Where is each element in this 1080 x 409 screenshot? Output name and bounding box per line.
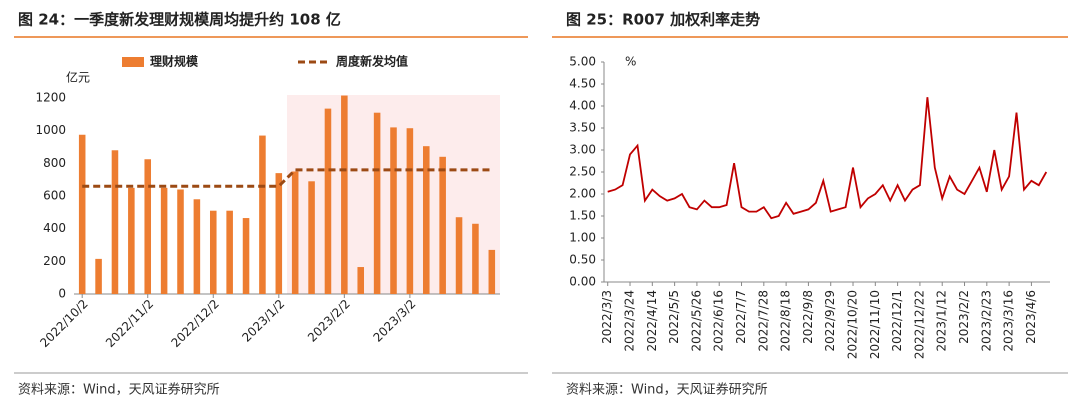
- chart-title: 图 25：R007 加权利率走势: [566, 11, 760, 29]
- x-tick-label: 2022/7/28: [756, 290, 770, 352]
- y-tick-label: 1.50: [569, 209, 596, 223]
- bar: [341, 95, 348, 294]
- x-tick-label: 2023/1/12: [935, 290, 949, 352]
- x-tick-label: 2022/11/10: [868, 290, 882, 359]
- bar: [488, 249, 496, 294]
- x-tick-label: 2023/2/2: [957, 290, 971, 344]
- y-tick-label: 1000: [35, 123, 66, 137]
- bar: [275, 173, 283, 294]
- bar: [160, 187, 168, 294]
- y-tick-label: 600: [43, 189, 66, 203]
- x-tick-label: 2022/12/22: [912, 290, 926, 359]
- x-tick-label: 2022/12/1: [890, 290, 904, 352]
- x-tick-label: 2023/2/2: [305, 297, 353, 345]
- bar: [95, 258, 102, 294]
- bar: [357, 267, 365, 294]
- bar: [111, 150, 119, 294]
- x-tick-label: 2022/7/7: [734, 290, 748, 344]
- x-tick-label: 2023/3/16: [1002, 290, 1016, 352]
- y-tick-label: 0: [58, 287, 66, 301]
- bar: [308, 181, 315, 294]
- y-tick-label: 1.00: [569, 231, 596, 245]
- y-tick-label: 0.00: [569, 275, 596, 289]
- bar: [472, 223, 479, 294]
- bar: [177, 189, 184, 294]
- y-axis-label: 亿元: [66, 70, 90, 85]
- y-axis-label: %: [625, 55, 636, 69]
- x-tick-label: 2022/10/20: [846, 290, 860, 359]
- bar: [324, 108, 332, 294]
- y-tick-label: 3.50: [569, 121, 596, 135]
- y-tick-label: 2.00: [569, 187, 596, 201]
- x-tick-label: 2022/4/14: [645, 290, 659, 352]
- x-tick-label: 2023/4/6: [1024, 290, 1038, 344]
- y-tick-label: 0.50: [569, 253, 596, 267]
- x-tick-label: 2022/9/29: [823, 290, 837, 352]
- x-tick-label: 2022/8/18: [779, 290, 793, 352]
- bar: [422, 146, 430, 294]
- legend-swatch: [122, 57, 144, 67]
- bar: [226, 210, 233, 294]
- bar: [128, 187, 135, 294]
- x-tick-label: 2022/5/5: [667, 290, 681, 344]
- bar: [259, 135, 266, 294]
- x-tick-label: 2022/3/24: [623, 290, 637, 352]
- legend-label: 周度新发均值: [336, 54, 408, 69]
- x-tick-label: 2023/2/23: [979, 290, 993, 352]
- y-tick-label: 800: [43, 156, 66, 170]
- bar: [455, 217, 463, 294]
- y-tick-label: 3.00: [569, 143, 596, 157]
- bar: [291, 171, 299, 294]
- x-tick-label: 2022/12/2: [168, 297, 221, 350]
- bar: [390, 127, 397, 295]
- source-note: 资料来源：Wind，天风证券研究所: [566, 382, 768, 398]
- x-tick-label: 2022/9/8: [801, 290, 815, 344]
- legend-label: 理财规模: [150, 54, 199, 69]
- x-tick-label: 2022/11/2: [103, 297, 156, 350]
- y-tick-label: 5.00: [569, 55, 596, 69]
- bar: [439, 156, 446, 294]
- x-tick-label: 2022/3/3: [600, 290, 614, 344]
- bar: [144, 159, 152, 294]
- bar: [406, 128, 414, 294]
- y-tick-label: 4.50: [569, 77, 596, 91]
- y-tick-label: 2.50: [569, 165, 596, 179]
- x-tick-label: 2022/10/2: [37, 297, 90, 350]
- line: [607, 97, 1048, 220]
- line: [82, 168, 492, 188]
- x-tick-label: 2023/3/2: [370, 297, 418, 345]
- y-tick-label: 400: [43, 221, 66, 235]
- chart-title: 图 24：一季度新发理财规模周均提升约 108 亿: [18, 11, 341, 29]
- bar: [209, 210, 217, 294]
- x-tick-label: 2023/1/2: [239, 297, 287, 345]
- bar: [193, 199, 201, 294]
- x-tick-label: 2022/6/16: [712, 290, 726, 352]
- y-tick-label: 4.00: [569, 99, 596, 113]
- y-tick-label: 1200: [35, 91, 66, 105]
- bar: [78, 134, 86, 294]
- source-note: 资料来源：Wind，天风证券研究所: [18, 382, 220, 398]
- x-tick-label: 2022/5/26: [689, 290, 703, 352]
- bar: [242, 218, 250, 294]
- bar: [373, 112, 381, 294]
- y-tick-label: 200: [43, 254, 66, 268]
